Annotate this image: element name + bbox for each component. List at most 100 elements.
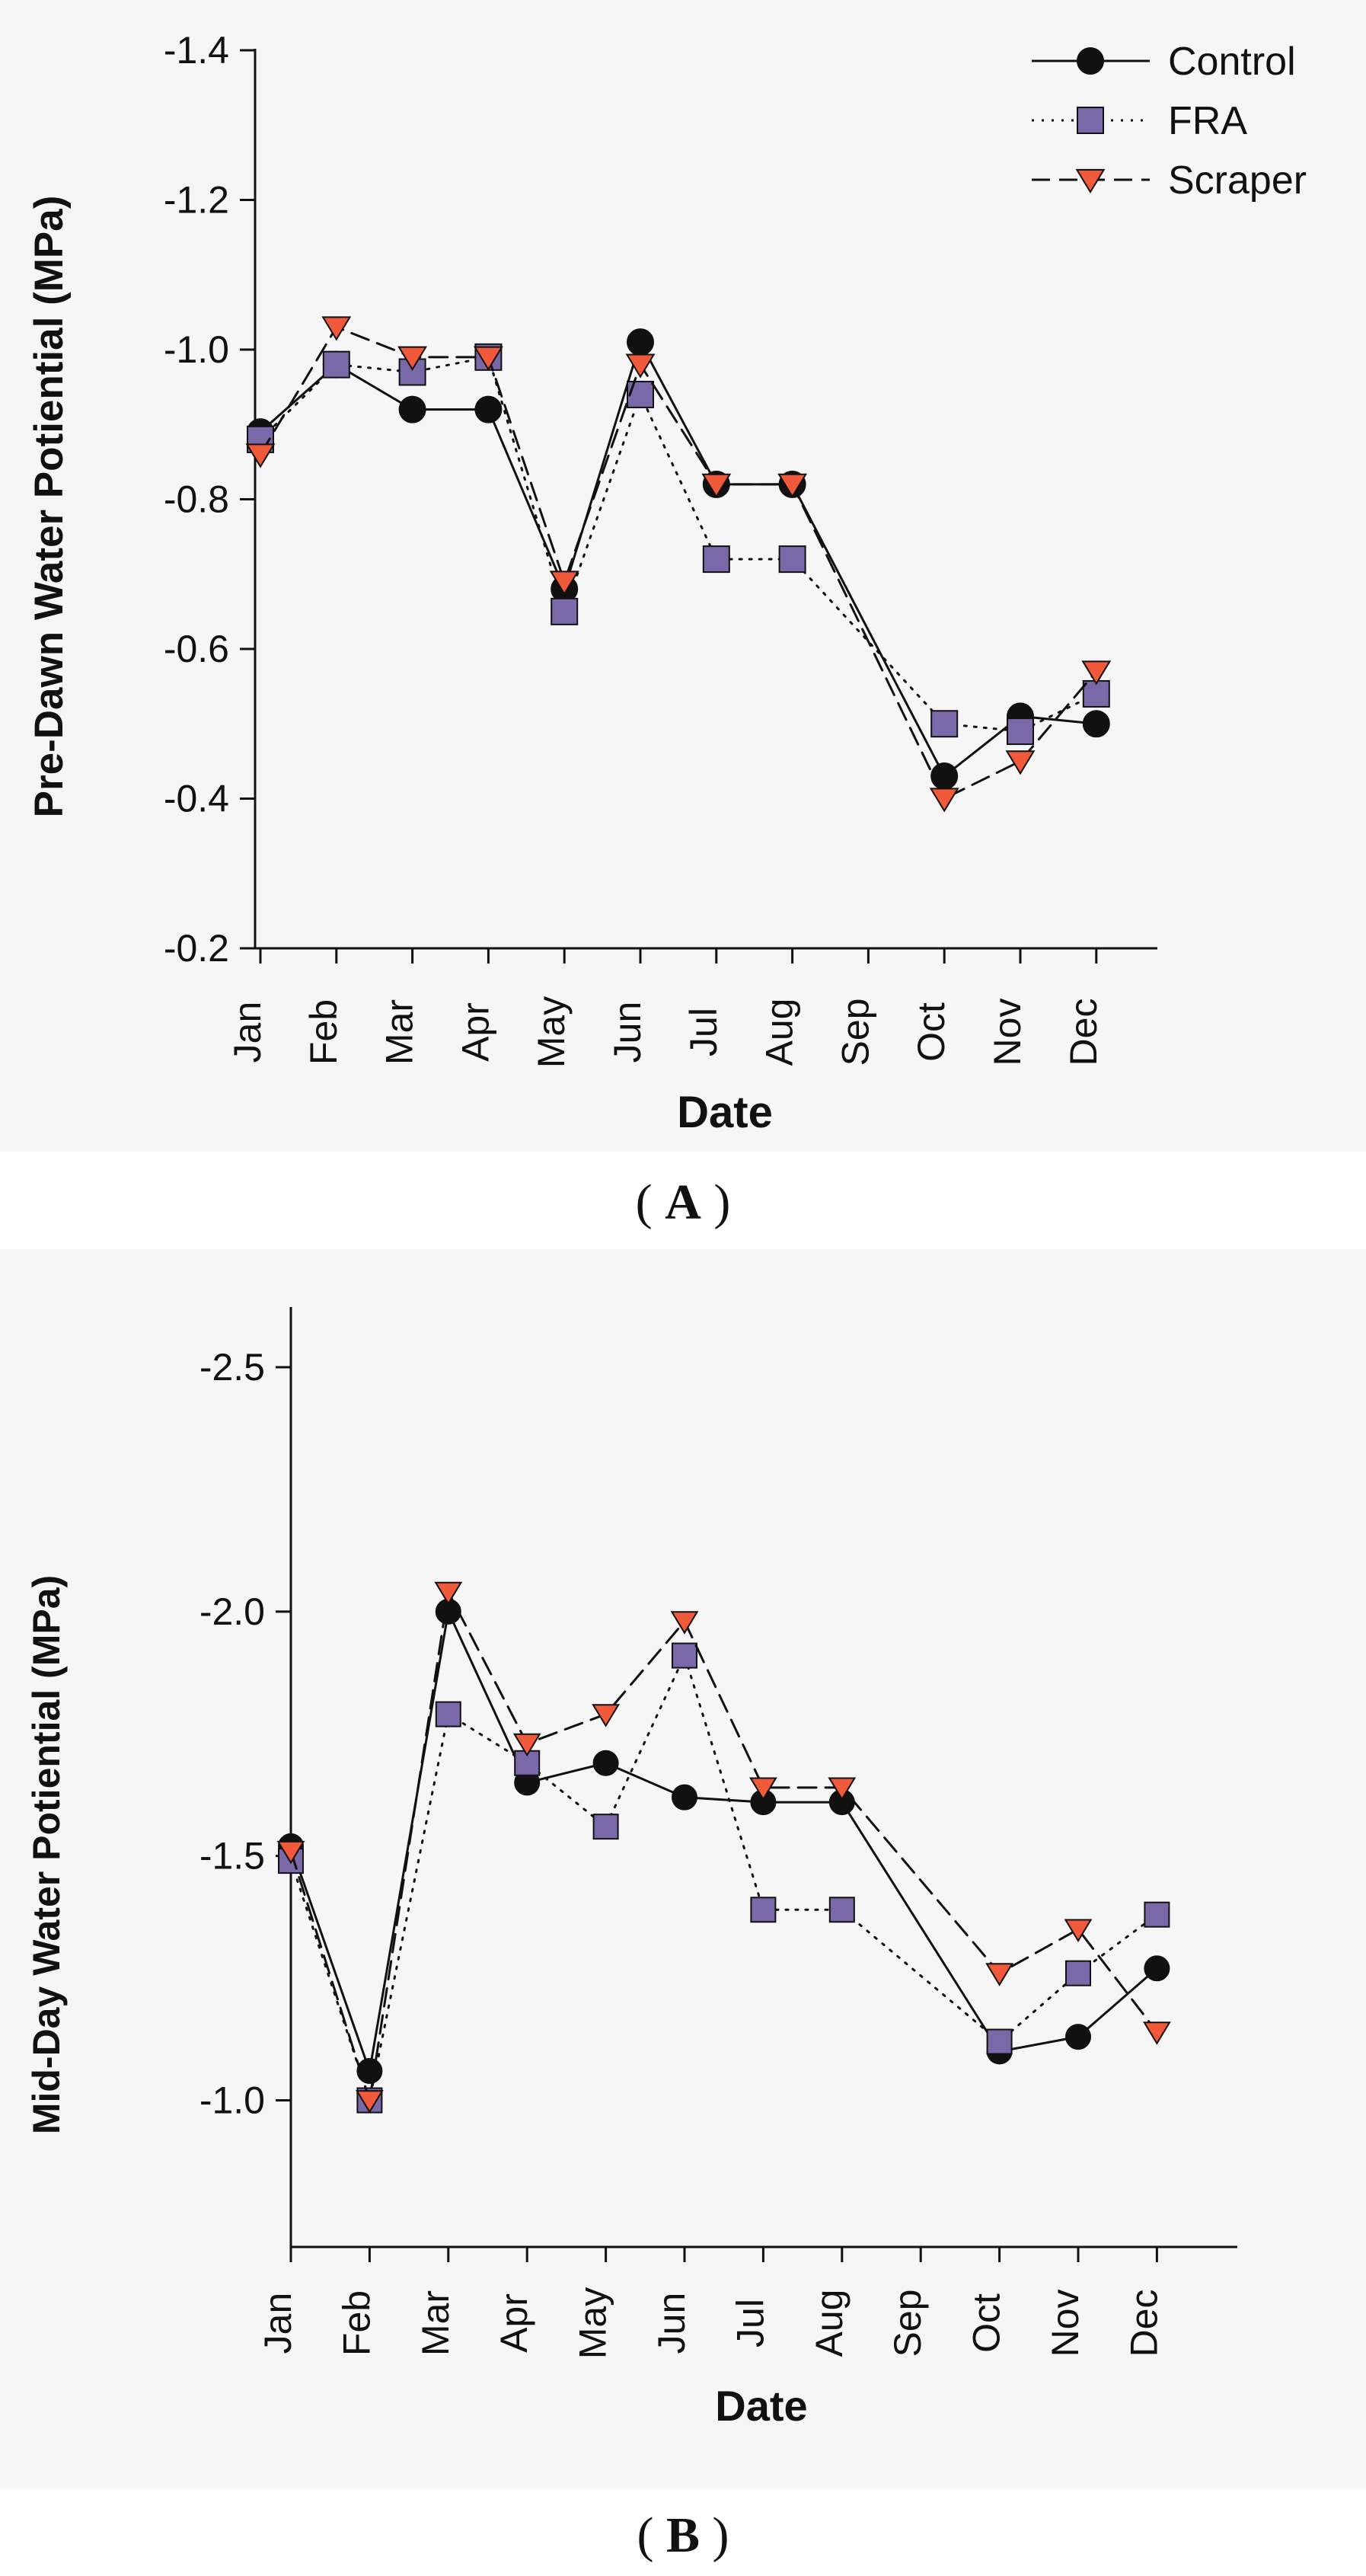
- chart-b: Mid-Day Water Potiential (MPa) Date -1.0…: [25, 1307, 1237, 2430]
- chart-a-series-fra-point: [1082, 679, 1110, 708]
- chart-b-x-tick-label: Jan: [257, 2293, 299, 2354]
- chart-b-x-tick-label: Oct: [965, 2293, 1008, 2353]
- caption-a-open: (: [636, 1175, 653, 1230]
- chart-b-y-tick-label: -2.5: [199, 1346, 265, 1389]
- chart-a-series-scraper-point: [397, 346, 428, 371]
- chart-b-x-tick-label: Jun: [650, 2293, 693, 2354]
- chart-b-series-scraper-point: [985, 1963, 1014, 1986]
- chart-b-series-control-point: [592, 1750, 619, 1776]
- chart-b-series-control-point: [1065, 2024, 1091, 2050]
- chart-a-legend-marker: [1077, 107, 1104, 134]
- chart-a-series-group: [245, 316, 1112, 813]
- chart-b-series-scraper-point: [434, 1581, 463, 1606]
- chart-a-y-tick-label: -1.4: [164, 29, 229, 72]
- chart-b-y-tick-label: -2.0: [199, 1590, 265, 1633]
- chart-b-series-fra-point: [828, 1897, 855, 1923]
- chart-b-series-scraper-point: [512, 1733, 541, 1757]
- chart-b-x-tick-label: Apr: [493, 2293, 535, 2353]
- chart-a-series-scraper-point: [245, 443, 276, 468]
- chart-b-axes: -1.0 -1.5 -2.0 -2.5 Jan Feb Mar Apr May Jun Jul Aug…: [199, 1307, 1237, 2359]
- chart-b-y-tick-label: -1.0: [199, 2079, 265, 2122]
- chart-a-series-fra-point: [322, 350, 350, 379]
- chart-a-series-scraper-point: [1005, 750, 1036, 775]
- chart-a-series-fra-point: [551, 597, 579, 625]
- chart-a-series-fra-point: [702, 545, 730, 574]
- chart-a-series-scraper-point: [777, 473, 808, 498]
- chart-a-series-scraper-point: [549, 570, 579, 596]
- chart-b-series-fra-point: [1144, 1901, 1170, 1928]
- chart-a-x-tick-label: Oct: [910, 1002, 953, 1062]
- chart-a-series-fra-point: [627, 380, 654, 408]
- chart-a-legend-label: FRA: [1168, 99, 1247, 143]
- chart-b-x-tick-label: Feb: [335, 2290, 378, 2356]
- chart-a-x-tick-label: May: [530, 996, 573, 1068]
- chart-b-ylabel: Mid-Day Water Potiential (MPa): [25, 1575, 68, 2134]
- chart-b-series-scraper-point: [670, 1611, 699, 1635]
- chart-b-series-group: [276, 1581, 1171, 2114]
- chart-a-legend-label: Control: [1168, 40, 1296, 84]
- chart-a-series-fra-line: [259, 356, 1098, 733]
- chart-a-series-scraper-line: [259, 326, 1098, 800]
- chart-b-series-scraper-point: [1064, 1919, 1093, 1942]
- chart-b-series-control-point: [1144, 1955, 1170, 1982]
- chart-a-y-tick-label: -1.2: [164, 179, 229, 222]
- chart-a-y-tick-label: -0.8: [164, 478, 229, 521]
- chart-b-series-fra-point: [986, 2028, 1013, 2055]
- chart-a-legend-marker: [1075, 168, 1106, 194]
- chart-a-series-control-point: [627, 328, 654, 356]
- chart-b-series-fra-point: [435, 1701, 461, 1727]
- chart-b-xlabel: Date: [715, 2382, 807, 2430]
- chart-a-x-tick-label: Jun: [606, 1002, 649, 1063]
- chart-a-ylabel: Pre-Dawn Water Potiential (MPa): [27, 196, 72, 818]
- chart-b-series-scraper-line: [289, 1590, 1158, 2101]
- caption-a-close: ): [713, 1175, 730, 1230]
- chart-b-y-tick-label: -1.5: [199, 1835, 265, 1878]
- chart-b-series-scraper-point: [748, 1777, 777, 1801]
- chart-b-series-fra-point: [592, 1814, 619, 1840]
- chart-b-x-tick-label: Jul: [729, 2299, 771, 2347]
- caption-a: ( A ): [636, 1175, 731, 1230]
- chart-b-series-control-point: [672, 1784, 697, 1811]
- chart-a-series-scraper-point: [929, 788, 959, 813]
- caption-b-letter: B: [666, 2507, 700, 2563]
- chart-a-x-tick-label: Jan: [226, 1002, 269, 1063]
- chart-a-series-control-point: [474, 395, 503, 423]
- chart-a-y-tick-label: -0.6: [164, 628, 229, 670]
- chart-a-x-tick-label: Aug: [758, 999, 801, 1066]
- chart-a-y-tick-label: -0.2: [164, 927, 229, 970]
- chart-a-x-tick-label: Apr: [454, 1002, 496, 1062]
- chart-a-x-tick-label: Mar: [378, 999, 421, 1065]
- chart-a-x-tick-label: Nov: [986, 999, 1029, 1066]
- chart-b-x-tick-label: Sep: [886, 2290, 929, 2357]
- caption-b-open: (: [637, 2507, 654, 2563]
- chart-a-series-control-point: [930, 762, 959, 791]
- chart-b-series-fra-point: [750, 1897, 777, 1923]
- chart-a-series-scraper-point: [473, 346, 503, 371]
- chart-a-xlabel: Date: [677, 1088, 773, 1137]
- chart-b-series-scraper-point: [355, 2090, 384, 2114]
- chart-a-x-tick-label: Feb: [302, 999, 345, 1065]
- chart-a-legend-label: Scraper: [1168, 158, 1307, 203]
- chart-b-series-fra-point: [672, 1642, 697, 1669]
- chart-a-legend: Control FRA Scraper: [1032, 40, 1307, 203]
- chart-a-y-tick-label: -0.4: [164, 778, 229, 820]
- chart-b-x-tick-label: Nov: [1044, 2290, 1087, 2357]
- chart-a-series-scraper-point: [1081, 660, 1112, 686]
- chart-a-axes: -0.2 -0.4 -0.6 -0.8 -1.0 -1.2 -1.4 Jan Feb Mar Apr…: [164, 29, 1157, 1068]
- chart-a-y-tick-label: -1.0: [164, 328, 229, 371]
- caption-b-close: ): [713, 2507, 729, 2563]
- chart-b-series-fra-line: [289, 1654, 1158, 2101]
- chart-b-series-scraper-point: [592, 1704, 621, 1727]
- chart-b-x-tick-label: Dec: [1122, 2290, 1165, 2357]
- chart-a-x-tick-label: Dec: [1062, 999, 1105, 1066]
- chart-a-series-scraper-point: [701, 473, 732, 498]
- chart-a-series-control-line: [259, 340, 1098, 778]
- chart-a: Pre-Dawn Water Potiential (MPa) Date Con…: [27, 29, 1307, 1137]
- caption-a-letter: A: [665, 1175, 701, 1230]
- chart-b-x-tick-label: Aug: [808, 2290, 851, 2357]
- chart-b-series-fra-point: [1065, 1960, 1091, 1986]
- chart-a-series-fra-point: [1007, 718, 1034, 746]
- chart-b-series-scraper-point: [276, 1840, 305, 1865]
